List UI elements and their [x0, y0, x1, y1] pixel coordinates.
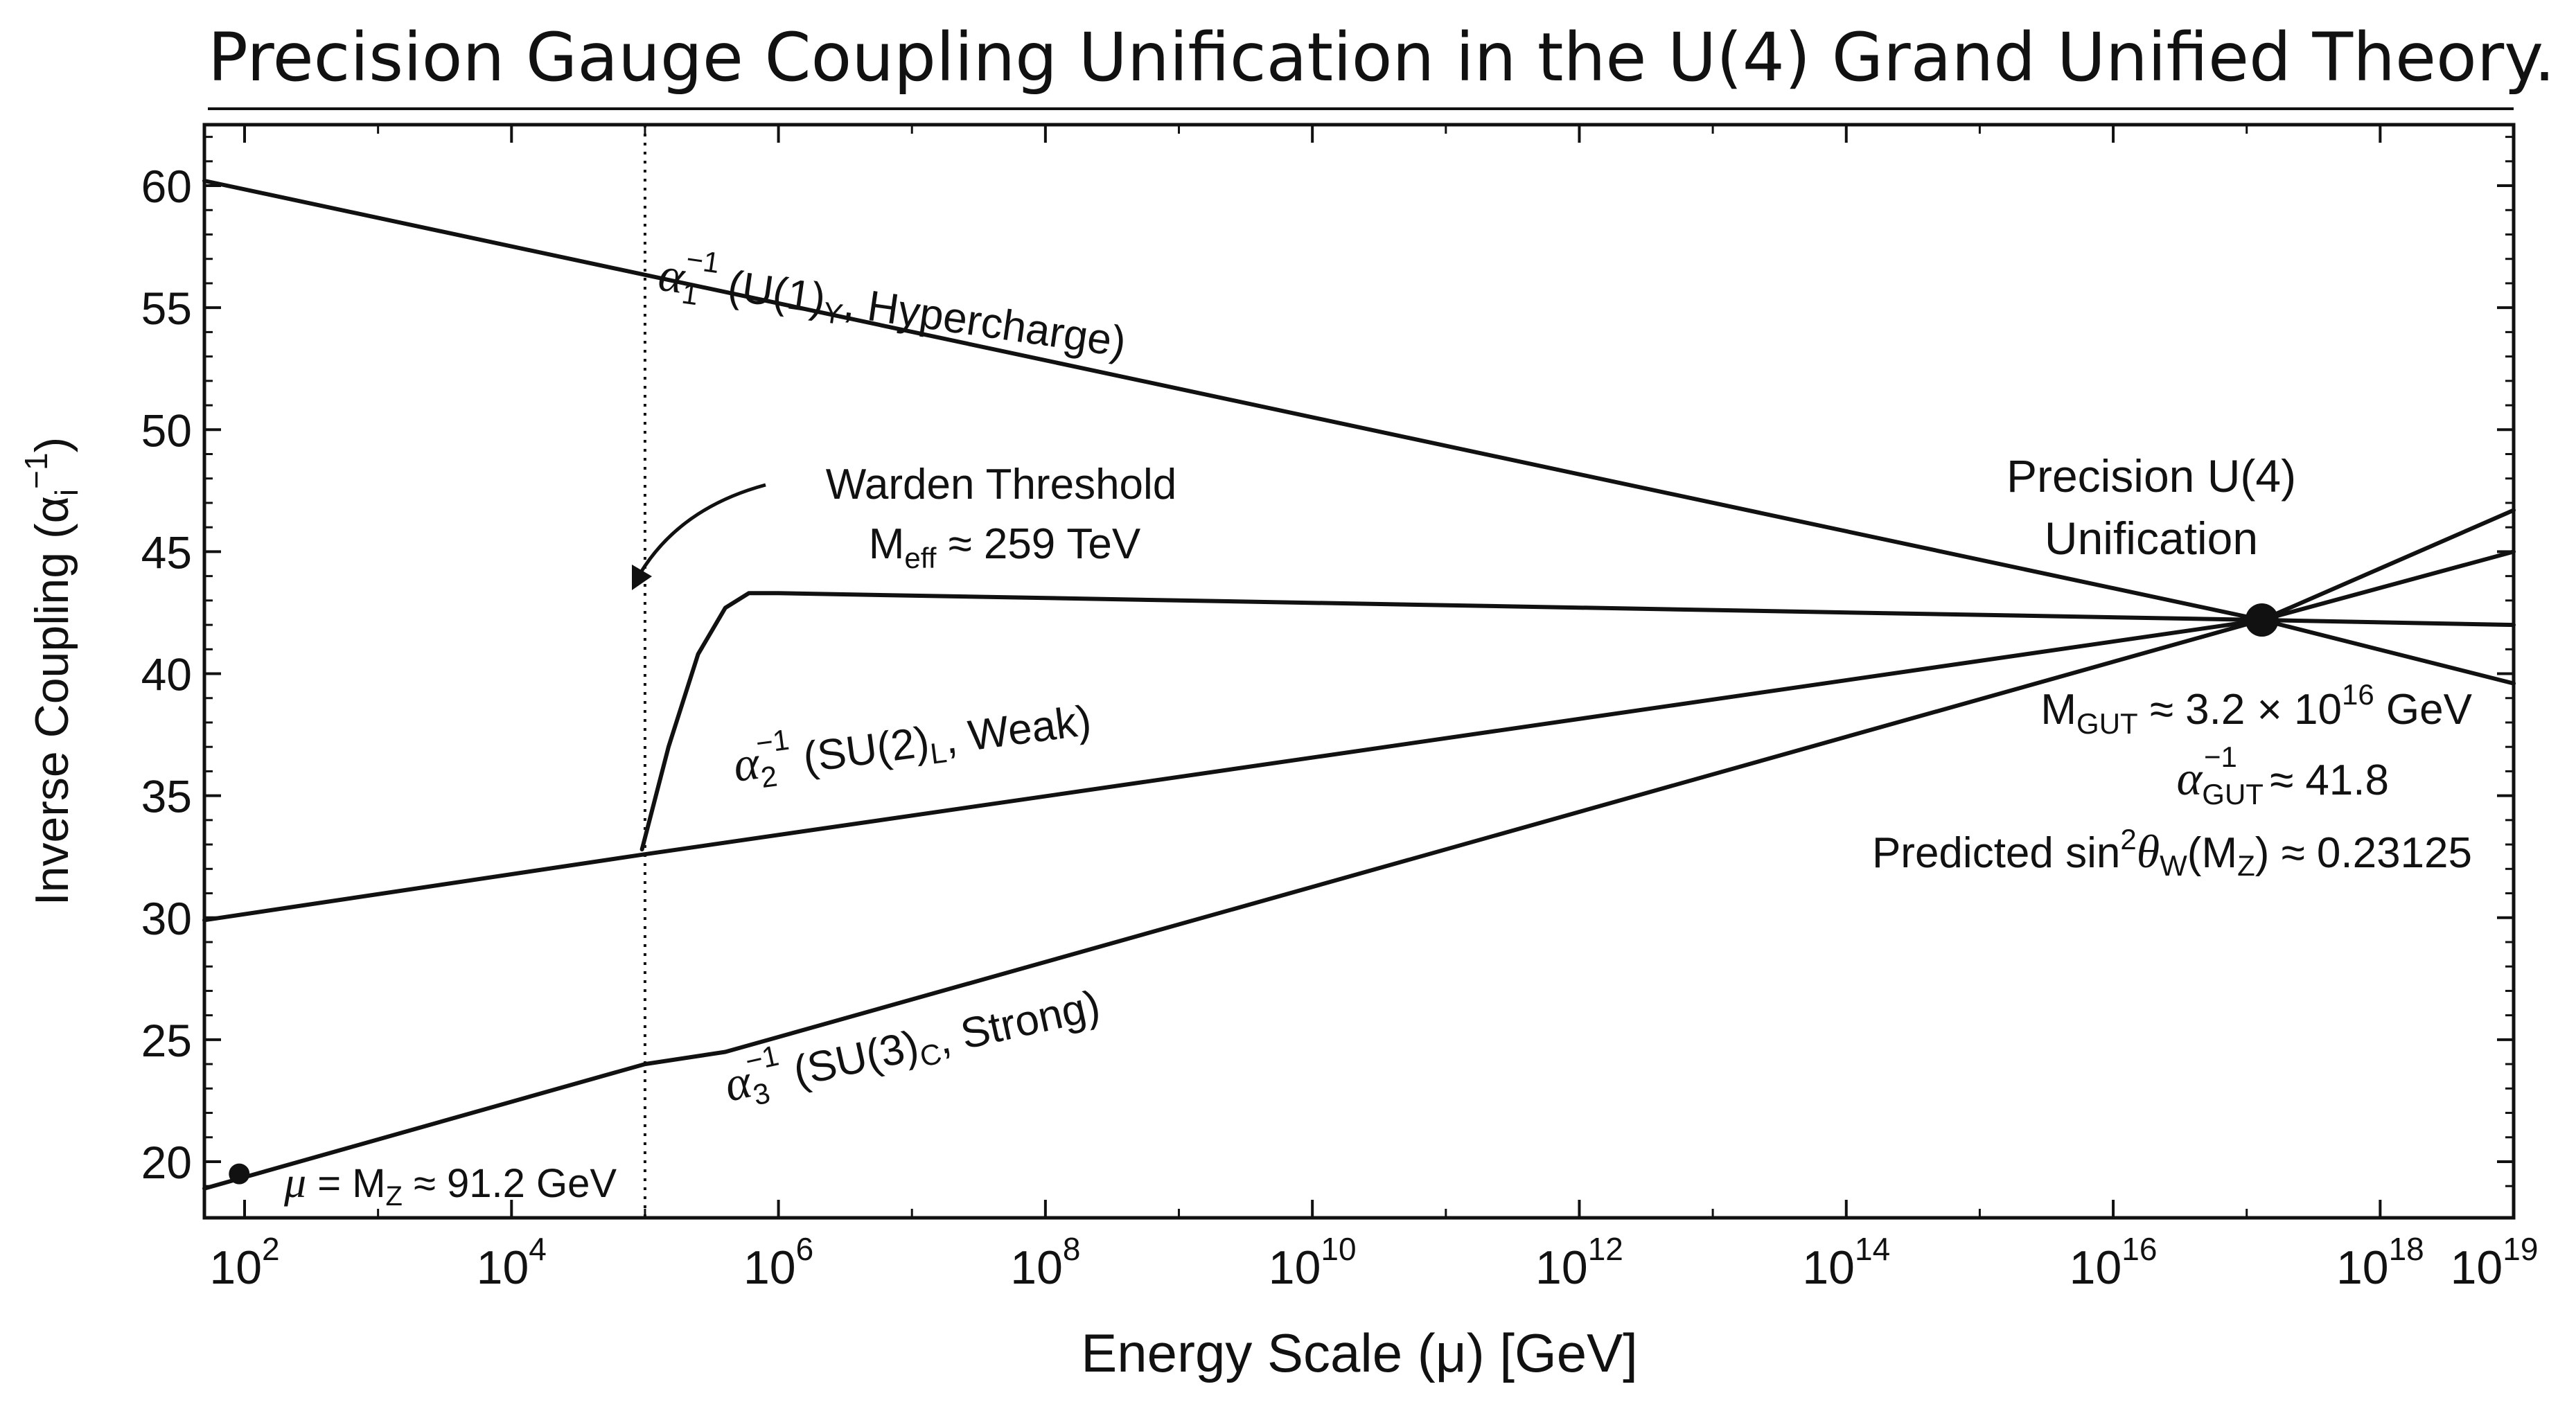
x-tick-label: 102 [209, 1231, 279, 1294]
label-alpha1-text2: , Hypercharge) [841, 278, 1129, 366]
mz-label-rest: ≈ 91.2 GeV [403, 1161, 617, 1206]
alpha-gut-label: αGUT −1 ≈ 41.8 [2177, 741, 2389, 810]
unification-title-line2: Unification [2045, 513, 2258, 564]
plot-frame [202, 123, 2516, 1220]
label-alpha2-text: (SU(2) [788, 718, 932, 783]
mgut-mid: ≈ 3.2 × 10 [2138, 686, 2342, 734]
x-axis-label: Energy Scale (μ) [GeV] [1081, 1322, 1638, 1383]
series-line-alpha1 [202, 179, 2516, 686]
y-tick-label: 25 [141, 1015, 192, 1066]
x-tick-label: 106 [743, 1231, 813, 1294]
y-tick-label: 45 [141, 526, 192, 578]
sin2-mid: (M [2187, 829, 2237, 877]
threshold-arrowhead [632, 565, 652, 590]
x-tick-label: 104 [477, 1231, 547, 1294]
unification-point [2245, 603, 2279, 637]
alpha-gut-greek: α [2177, 752, 2203, 806]
label-alpha3-text2: , Strong) [933, 982, 1104, 1064]
mz-label: μ = MZ ≈ 91.2 GeV [283, 1158, 617, 1212]
axis-ticks: 20 25 30 35 40 45 50 55 60 102 104 106 108 1010 1012 10… [141, 125, 2539, 1294]
mgut-sup: 16 [2342, 678, 2374, 711]
y-tick-label: 50 [141, 405, 192, 456]
x-tick-label: 1019 [2451, 1231, 2539, 1294]
x-tick-label: 1016 [2070, 1231, 2158, 1294]
y-axis-label-sup: −1 [18, 452, 54, 488]
label-alpha1-sub2: Y [821, 296, 845, 331]
series-line-alpha3 [202, 508, 2516, 1191]
y-axis-label-close: ) [26, 437, 78, 453]
alpha-gut-sub: GUT [2202, 778, 2264, 810]
x-tick-label: 1012 [1535, 1231, 1623, 1294]
sin2-rest: ) ≈ 0.23125 [2255, 829, 2472, 877]
label-alpha3-sup: −1 [742, 1039, 782, 1078]
y-axis-label-sub: i [48, 489, 85, 496]
y-tick-label: 20 [141, 1137, 192, 1188]
sin2-sup: 2 [2120, 823, 2136, 856]
x-tick-label: 1014 [1802, 1231, 1890, 1294]
mz-point [229, 1163, 250, 1185]
x-tick-label: 1018 [2336, 1231, 2424, 1294]
mz-label-text: = M [306, 1161, 385, 1206]
threshold-label-sub: eff [904, 542, 936, 574]
alpha-gut-sup: −1 [2204, 741, 2237, 773]
sin2-label: Predicted sin2θW(MZ) ≈ 0.23125 [1872, 823, 2472, 882]
threshold-label-rest: ≈ 259 TeV [936, 520, 1141, 568]
series-line-alpha2 [202, 549, 2516, 923]
sin2-pre: Predicted sin [1872, 829, 2120, 877]
threshold-label-main: M [869, 520, 905, 568]
mgut-label: MGUT ≈ 3.2 × 1016 GeV [2040, 678, 2472, 740]
x-tick-label: 1010 [1269, 1231, 1357, 1294]
alpha-gut-rest: ≈ 41.8 [2258, 756, 2389, 804]
y-tick-label: 30 [141, 893, 192, 944]
label-alpha1-sup: −1 [685, 242, 722, 279]
y-tick-label: 40 [141, 649, 192, 700]
threshold-arrow [634, 483, 766, 582]
mz-label-sub: Z [386, 1181, 403, 1212]
mz-label-greek: μ [283, 1158, 306, 1207]
chart-title: Precision Gauge Coupling Unification in … [208, 19, 2555, 96]
label-alpha2-text2: , Weak) [942, 697, 1094, 763]
mgut-main: M [2040, 686, 2076, 734]
label-alpha2-sup: −1 [754, 723, 791, 760]
sin2-greek: θ [2137, 825, 2160, 878]
label-alpha3: α3−1 (SU(3)C, Strong) [718, 968, 1106, 1117]
unification-title-line1: Precision U(4) [2006, 450, 2296, 502]
mgut-rest: GeV [2374, 686, 2473, 734]
threshold-label-line1: Warden Threshold [826, 461, 1177, 508]
label-alpha2: α2−1 (SU(2)L, Weak) [729, 684, 1095, 797]
series-line-warden-branch [639, 591, 2516, 852]
y-axis-label-main: Inverse Coupling (α [26, 496, 78, 905]
y-tick-label: 60 [141, 161, 192, 212]
sin2-sub2: Z [2237, 849, 2255, 882]
label-alpha2-sub: 2 [759, 759, 779, 794]
y-tick-label: 55 [141, 283, 192, 334]
sin2-sub: W [2160, 849, 2187, 882]
markers [229, 603, 2279, 1185]
mgut-sub: GUT [2076, 707, 2138, 740]
y-axis-label: Inverse Coupling (αi−1) [18, 437, 85, 906]
x-tick-label: 108 [1010, 1231, 1080, 1294]
y-tick-label: 35 [141, 771, 192, 822]
label-alpha1: α1−1 (U(1)Y, Hypercharge) [655, 239, 1131, 373]
label-alpha1-text: (U(1) [713, 260, 829, 324]
series-lines [202, 125, 2516, 1218]
threshold-label-line2: Meff ≈ 259 TeV [869, 520, 1141, 574]
